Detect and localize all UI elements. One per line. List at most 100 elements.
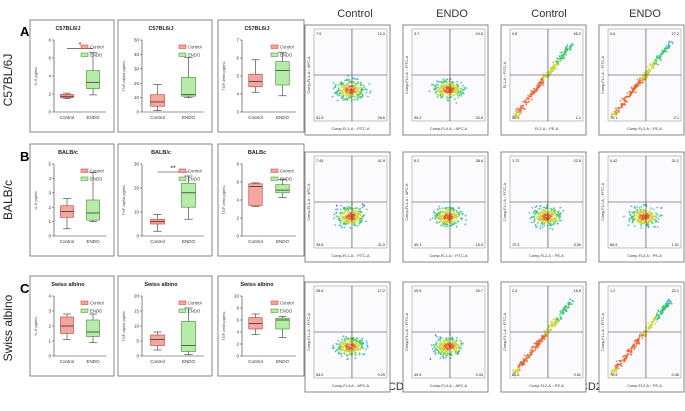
y-tick-label: 0 xyxy=(136,234,139,239)
flow-event xyxy=(362,214,365,217)
flow-event xyxy=(334,86,337,88)
legend-label-control: Control xyxy=(188,45,202,50)
flow-event xyxy=(446,339,449,341)
quadrant-value-q3: 51.5 xyxy=(316,116,323,120)
flow-event xyxy=(525,99,528,101)
flow-event xyxy=(438,217,441,220)
flow-event xyxy=(657,314,659,316)
flow-event xyxy=(442,220,445,223)
flow-event xyxy=(560,219,563,222)
flow-event xyxy=(455,215,458,218)
flow-event xyxy=(345,89,348,92)
flow-event xyxy=(338,342,341,345)
flow-event xyxy=(451,336,454,339)
flow-event xyxy=(452,81,454,84)
flow-event xyxy=(337,216,339,218)
flow-event xyxy=(513,116,516,119)
flow-event xyxy=(450,85,453,88)
flow-event xyxy=(655,58,657,61)
flow-event xyxy=(342,99,345,101)
flow-event xyxy=(555,320,558,322)
iqr-box xyxy=(181,182,196,208)
flow-x-label: Comp-FL4-A :: APC-A xyxy=(332,384,370,388)
flow-event xyxy=(534,348,537,351)
flow-event xyxy=(332,344,334,347)
flow-event xyxy=(341,226,343,229)
y-tick-label: 2 xyxy=(236,342,239,347)
flow-event xyxy=(626,100,628,103)
flow-event xyxy=(564,306,566,309)
flow-event xyxy=(338,345,341,348)
y-tick-label: 15 xyxy=(134,309,140,314)
flow-event xyxy=(454,89,456,91)
flow-event xyxy=(638,79,640,82)
box-chart-c3: Swiss albino 0 2 4 6 8 10 TGF-beta pg/mL Control… xyxy=(217,275,305,377)
flow-event xyxy=(447,217,449,220)
flow-event xyxy=(544,219,547,222)
flow-y-label: Comp-FL1-A :: FITC-A xyxy=(601,183,605,221)
y-axis-label: IL-6 pg/mL xyxy=(33,190,38,210)
flow-event xyxy=(536,205,538,207)
flow-event xyxy=(340,92,343,95)
chart-frame xyxy=(217,19,305,133)
flow-event xyxy=(357,225,359,227)
flow-event xyxy=(636,78,639,81)
flow-event xyxy=(456,86,459,89)
flow-event xyxy=(667,303,670,306)
legend-swatch-control xyxy=(80,300,89,305)
flow-event xyxy=(639,76,642,79)
flow-event xyxy=(455,222,457,225)
flow-event xyxy=(358,95,361,98)
flow-event xyxy=(462,92,465,95)
flow-event xyxy=(349,94,352,97)
flow-event xyxy=(341,217,344,220)
box-endo xyxy=(181,175,196,220)
flow-event xyxy=(453,345,456,348)
flow-event xyxy=(525,101,528,104)
flow-event xyxy=(455,344,458,347)
flow-event xyxy=(630,347,632,350)
flow-event xyxy=(453,221,456,224)
flow-event xyxy=(361,93,364,96)
flow-event xyxy=(347,214,350,217)
quadrant-value-q4: 11.0 xyxy=(378,243,385,247)
legend-label-endo: ENDO xyxy=(90,53,103,58)
legend-label-endo: ENDO xyxy=(188,309,201,314)
flow-event xyxy=(534,210,537,213)
flow-event xyxy=(369,90,372,92)
flow-event xyxy=(650,326,653,328)
flow-event xyxy=(515,369,518,371)
flow-event xyxy=(440,342,443,345)
flow-event xyxy=(434,91,437,94)
quadrant-value-q1: 7.9 xyxy=(316,32,321,36)
flow-event xyxy=(621,362,623,364)
flow-event xyxy=(340,348,342,351)
row-label-swiss-albino: Swiss albino xyxy=(1,294,15,361)
flow-event xyxy=(352,347,354,350)
cytokine-box-plots: C57BL6/J 0 2 4 6 8 IL-6 pg/mL Control ENDO * Contr… xyxy=(29,19,305,377)
flow-x-label: Comp-FL2-A :: PE-A xyxy=(529,254,564,258)
flow-event xyxy=(348,208,350,211)
flow-event xyxy=(344,348,347,350)
flow-event xyxy=(456,92,459,95)
flow-event xyxy=(438,213,441,216)
flow-event xyxy=(458,94,461,97)
flow-event xyxy=(555,65,558,67)
quadrant-value-q4: 32.6 xyxy=(476,116,483,120)
flow-event xyxy=(541,77,544,79)
flow-event xyxy=(456,80,459,83)
flow-event xyxy=(435,341,437,344)
flow-event xyxy=(345,79,348,81)
flow-event xyxy=(440,217,442,220)
flow-event xyxy=(342,95,344,98)
flow-event xyxy=(666,300,669,303)
flow-event xyxy=(335,342,338,345)
flow-event xyxy=(637,215,640,218)
box-control xyxy=(60,92,74,99)
flow-event xyxy=(447,89,450,92)
flow-event xyxy=(668,298,670,301)
x-tick-label: ENDO xyxy=(276,359,290,364)
flow-event xyxy=(531,206,534,209)
flow-event xyxy=(542,81,544,84)
quadrant-value-q3: 76.3 xyxy=(610,373,617,377)
